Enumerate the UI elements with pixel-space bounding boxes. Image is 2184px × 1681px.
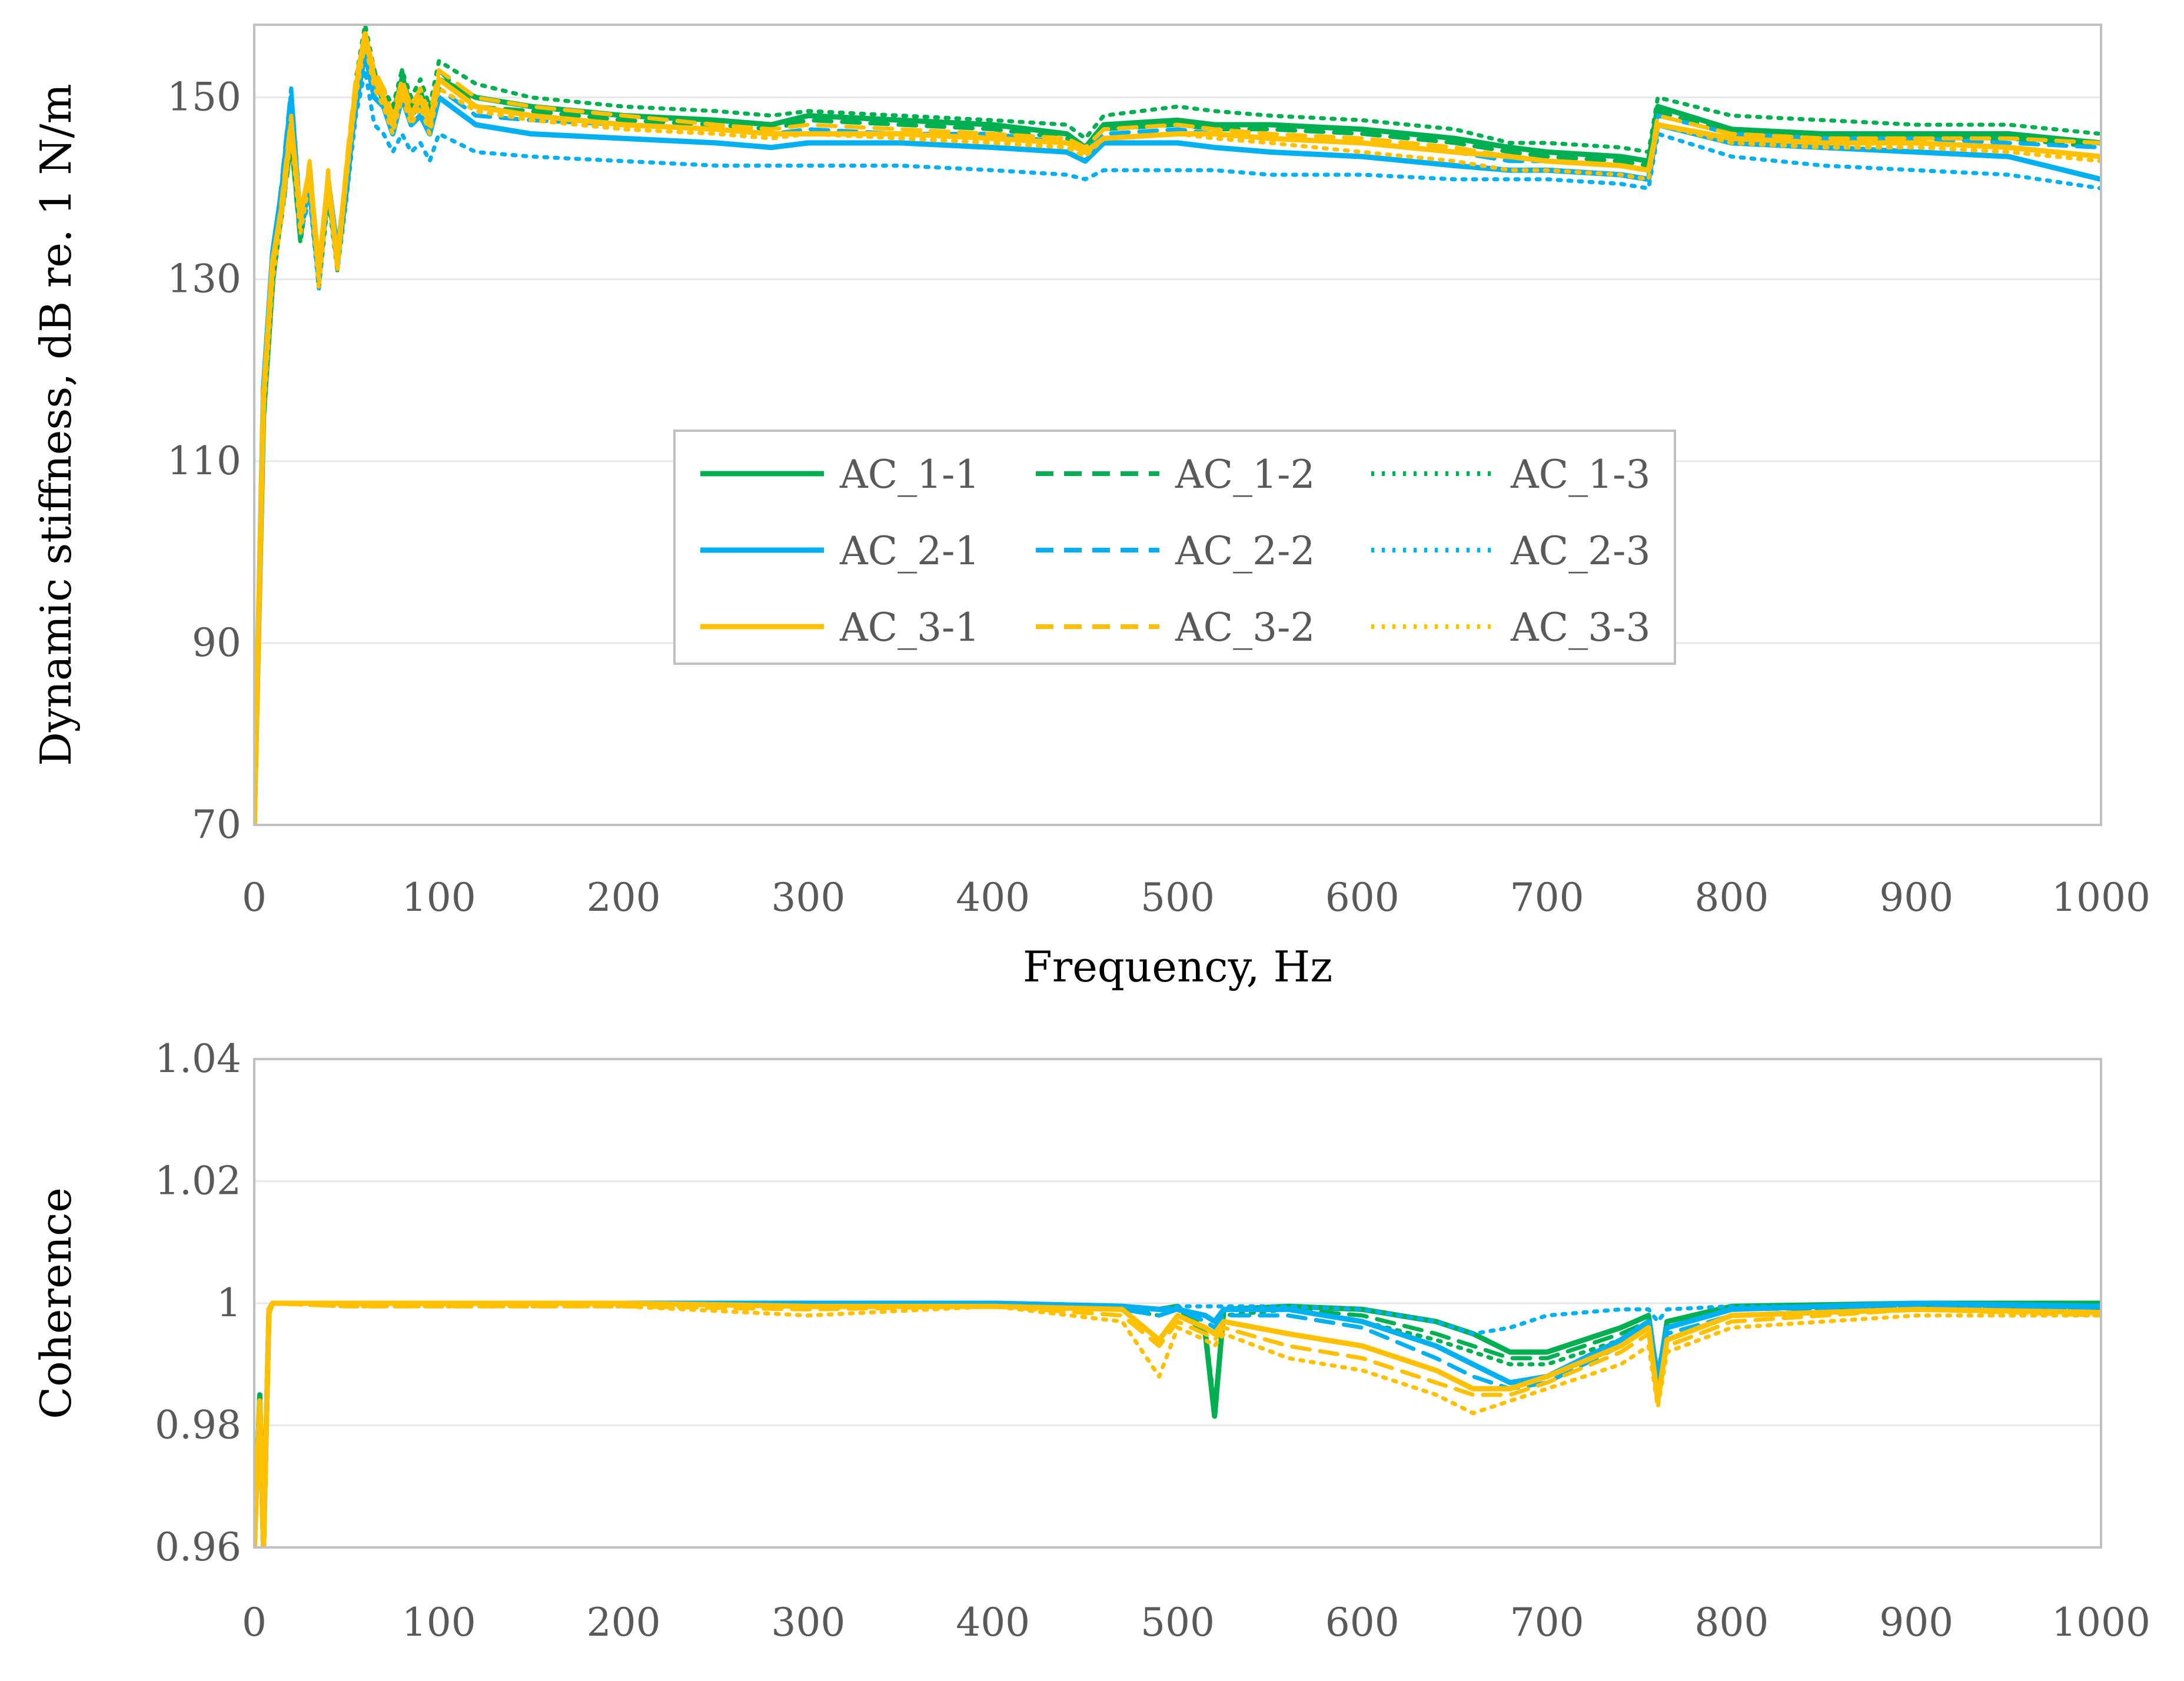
chart-panel-1: 70 90 110 130 150 0 100 200 300 400 500 600 700 800 90… xyxy=(31,24,2150,991)
x-tick-label: 600 xyxy=(1325,1600,1400,1645)
x-tick-label: 0 xyxy=(242,875,267,920)
series-line-ac-3-3 xyxy=(254,1301,2101,1547)
y-tick-label: 110 xyxy=(167,438,241,484)
y-tick-label: 1.04 xyxy=(155,1036,241,1081)
series-line-ac-1-2 xyxy=(254,41,2101,825)
legend: AC_1-1 AC_1-2 AC_1-3 AC_2-1 AC_2-2 AC_2-3 AC_3… xyxy=(673,430,1676,665)
series-line-ac-1-3 xyxy=(254,25,2101,825)
x-tick-label: 700 xyxy=(1510,875,1584,920)
x-tick-label: 1000 xyxy=(2052,1600,2150,1645)
series-group xyxy=(254,25,2101,825)
x-tick-label: 700 xyxy=(1510,1600,1584,1645)
y-axis-title: Dynamic stiffness, dB re. 1 N/m xyxy=(31,84,81,766)
plot-area-frame xyxy=(253,24,2102,826)
x-tick-label: 300 xyxy=(771,1600,845,1645)
x-tick-label: 100 xyxy=(402,1600,476,1645)
y-tick-label: 130 xyxy=(167,257,241,302)
y-tick-label: 0.98 xyxy=(155,1403,241,1448)
x-tick-label: 500 xyxy=(1141,1600,1215,1645)
legend-label-ac-2-1: AC_2-1 xyxy=(839,528,979,574)
legend-label-ac-1-1: AC_1-1 xyxy=(839,452,979,497)
legend-label-ac-3-1: AC_3-1 xyxy=(839,605,979,650)
y-tick-label: 0.96 xyxy=(155,1524,241,1570)
y-tick-label: 150 xyxy=(167,75,241,120)
x-axis-title: Frequency, Hz xyxy=(1023,942,1332,991)
chart-panel-2: 0.96 0.98 1 1.02 1.04 0 100 200 300 400 500 600 700 8… xyxy=(31,1036,2150,1645)
x-tick-label: 100 xyxy=(402,875,476,920)
x-tick-label: 900 xyxy=(1879,875,1953,920)
legend-label-ac-1-3: AC_1-3 xyxy=(1510,452,1650,497)
x-tick-label: 600 xyxy=(1325,875,1400,920)
y-axis-title: Coherence xyxy=(31,1187,81,1419)
y-tick-label: 70 xyxy=(192,802,241,847)
x-tick-label: 400 xyxy=(956,875,1030,920)
series-line-ac-3-3 xyxy=(254,41,2101,825)
x-tick-label: 900 xyxy=(1879,1600,1953,1645)
series-group xyxy=(254,1300,2101,1547)
x-tick-label: 800 xyxy=(1694,1600,1769,1645)
x-tick-label: 200 xyxy=(587,1600,661,1645)
x-tick-label: 0 xyxy=(242,1600,267,1645)
x-tick-label: 500 xyxy=(1141,875,1215,920)
x-tick-label: 400 xyxy=(956,1600,1030,1645)
legend-label-ac-2-2: AC_2-2 xyxy=(1175,528,1315,574)
legend-box xyxy=(673,430,1676,665)
legend-label-ac-3-3: AC_3-3 xyxy=(1510,605,1650,650)
y-tick-label: 1.02 xyxy=(155,1159,241,1204)
legend-label-ac-3-2: AC_3-2 xyxy=(1175,605,1315,650)
x-tick-label: 800 xyxy=(1694,875,1769,920)
plot-area-frame xyxy=(253,1058,2102,1549)
x-tick-label: 200 xyxy=(587,875,661,920)
series-line-ac-2-3 xyxy=(254,68,2101,825)
y-tick-label: 90 xyxy=(192,620,241,665)
y-tick-label: 1 xyxy=(217,1280,241,1326)
legend-label-ac-1-2: AC_1-2 xyxy=(1175,452,1315,497)
legend-label-ac-2-3: AC_2-3 xyxy=(1510,528,1650,574)
x-tick-label: 1000 xyxy=(2052,875,2150,920)
x-tick-label: 300 xyxy=(771,875,845,920)
